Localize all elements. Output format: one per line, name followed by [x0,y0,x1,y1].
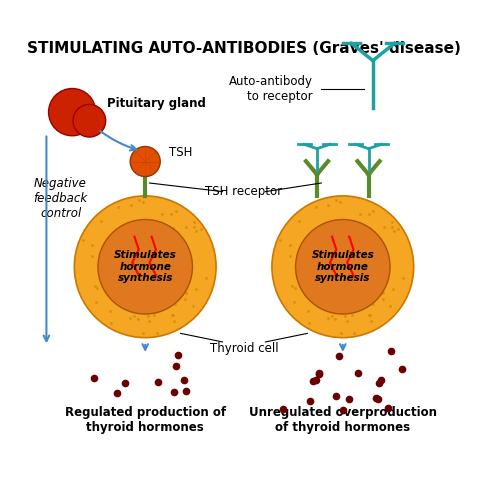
Text: TSH: TSH [169,147,192,160]
Circle shape [130,147,160,176]
Circle shape [272,196,414,338]
Circle shape [296,219,390,314]
Text: TSH receptor: TSH receptor [205,185,283,198]
Text: Regulated production of
thyroid hormones: Regulated production of thyroid hormones [64,406,226,434]
Text: Stimulates
hormone
synthesis: Stimulates hormone synthesis [311,250,374,283]
Text: Auto-antibody
to receptor: Auto-antibody to receptor [229,75,313,103]
Circle shape [73,105,106,137]
Text: Negative
feedback
control: Negative feedback control [34,176,88,219]
Text: Unregulated overproduction
of thyroid hormones: Unregulated overproduction of thyroid ho… [249,406,437,434]
Text: STIMULATING AUTO-ANTIBODIES (Graves' disease): STIMULATING AUTO-ANTIBODIES (Graves' dis… [27,41,461,56]
Circle shape [98,219,192,314]
Circle shape [74,196,216,338]
Text: Pituitary gland: Pituitary gland [106,97,205,110]
Circle shape [49,89,96,136]
Text: Thyroid cell: Thyroid cell [210,342,278,355]
Text: Stimulates
hormone
synthesis: Stimulates hormone synthesis [114,250,177,283]
